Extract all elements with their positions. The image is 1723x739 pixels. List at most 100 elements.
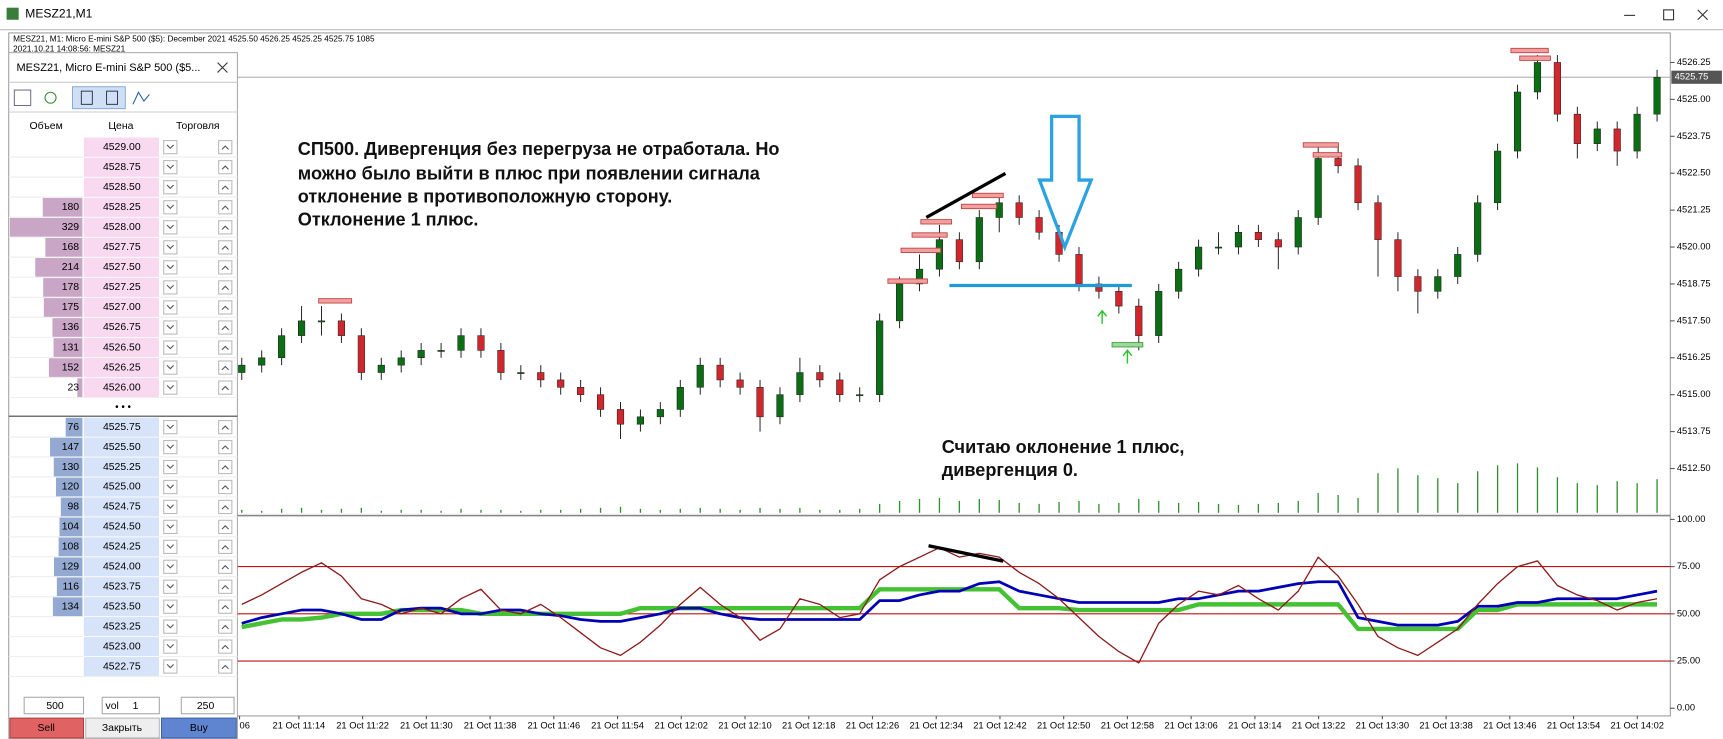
sell-limit-button[interactable] [163, 200, 178, 215]
sell-limit-button[interactable] [163, 320, 178, 335]
sell-limit-button[interactable] [163, 559, 178, 574]
toolbar-button[interactable] [80, 90, 93, 105]
toolbar-toggle[interactable] [72, 86, 126, 110]
buy-limit-button[interactable] [218, 220, 233, 235]
sell-limit-button[interactable] [163, 360, 178, 375]
price: 4526.00 [103, 382, 141, 393]
sell-limit-button[interactable] [163, 180, 178, 195]
toolbar-button[interactable] [106, 90, 119, 105]
candle-body [1553, 62, 1561, 115]
sell-limit-button[interactable] [163, 220, 178, 235]
close-button[interactable] [1697, 9, 1709, 21]
candle-body [1334, 158, 1342, 167]
y-tick-label: 75.00 [1677, 561, 1700, 571]
chevron [221, 664, 229, 670]
buy-limit-button[interactable] [218, 340, 233, 355]
buy-limit-button[interactable] [218, 300, 233, 315]
volume: 180 [62, 202, 80, 213]
buy-limit-button[interactable] [218, 579, 233, 594]
buy-limit-button[interactable] [218, 240, 233, 255]
volume-bar [1098, 503, 1100, 513]
buy-limit-button[interactable] [218, 519, 233, 535]
buy-button[interactable] [160, 717, 237, 739]
x-tick-label: 21 Oct 11:54 [591, 720, 644, 730]
buy-limit-button[interactable] [218, 140, 233, 155]
buy-limit-button[interactable] [218, 380, 233, 395]
y-tick-label: 50.00 [1677, 608, 1700, 618]
sell-limit-button[interactable] [163, 340, 178, 355]
sell-limit-button[interactable] [163, 380, 178, 395]
candle-body [517, 372, 525, 374]
volume-bar [819, 509, 821, 513]
chevron [166, 184, 175, 190]
chevron [166, 344, 175, 350]
sell-limit-button[interactable] [163, 140, 178, 155]
buy-limit-button[interactable] [218, 420, 233, 435]
sell-limit-button[interactable] [163, 579, 178, 594]
volume-bar [420, 509, 422, 513]
sell-limit-button[interactable] [163, 280, 178, 295]
candle-body [756, 387, 764, 418]
chevron [166, 624, 175, 629]
sell-limit-button[interactable] [163, 659, 178, 674]
buy-limit-button[interactable] [218, 559, 233, 574]
volume: 129 [62, 562, 80, 573]
chevron [221, 365, 229, 371]
volume-bar [65, 417, 83, 437]
quantity-input[interactable] [23, 696, 85, 715]
toolbar-button[interactable] [132, 91, 150, 105]
buy-limit-button[interactable] [218, 639, 233, 654]
volume-bar [35, 258, 83, 277]
last-price-box [1671, 70, 1722, 84]
sell-limit-button[interactable] [163, 639, 178, 654]
volume-input[interactable] [101, 696, 160, 715]
sell-limit-button[interactable] [163, 519, 178, 535]
maximize-button[interactable] [1663, 9, 1675, 21]
buy-limit-button[interactable] [218, 320, 233, 335]
sell-limit-button[interactable] [163, 439, 178, 455]
sell-limit-button[interactable] [163, 479, 178, 495]
buy-limit-button[interactable] [218, 459, 233, 475]
buy-limit-button[interactable] [218, 659, 233, 674]
panel-title: MESZ21, Micro E-mini S&P 500 ($5... [16, 62, 200, 74]
chevron [166, 464, 175, 469]
sell-limit-button[interactable] [163, 260, 178, 275]
toolbar-button[interactable] [13, 89, 32, 106]
sell-limit-button[interactable] [163, 539, 178, 554]
buy-limit-button[interactable] [218, 539, 233, 554]
candle-body [1513, 91, 1522, 152]
sell-limit-button[interactable] [163, 459, 178, 475]
buy-limit-button[interactable] [218, 499, 233, 515]
candle-body [676, 387, 684, 410]
sell-limit-button[interactable] [163, 420, 178, 435]
close-position-button[interactable] [85, 717, 160, 739]
buy-limit-button[interactable] [218, 599, 233, 614]
sell-limit-button[interactable] [163, 300, 178, 315]
buy-limit-button[interactable] [218, 260, 233, 275]
buy-limit-button[interactable] [218, 180, 233, 195]
sell-limit-button[interactable] [163, 240, 178, 255]
signal-arrow [1122, 349, 1133, 364]
buy-limit-button[interactable] [218, 280, 233, 295]
chevron [221, 385, 229, 391]
panel-close[interactable] [217, 62, 228, 73]
buy-limit-button[interactable] [218, 200, 233, 215]
buy-limit-button[interactable] [218, 360, 233, 375]
app-icon [6, 7, 19, 20]
candle-body [1234, 231, 1243, 248]
buy-limit-button[interactable] [218, 160, 233, 175]
chevron [221, 644, 229, 650]
volume-bar [859, 508, 861, 513]
buy-limit-button[interactable] [218, 439, 233, 455]
sell-button[interactable] [9, 717, 85, 739]
price: 4525.25 [103, 462, 141, 473]
sell-limit-button[interactable] [163, 499, 178, 515]
sell-limit-button[interactable] [163, 599, 178, 614]
buy-limit-button[interactable] [218, 619, 233, 634]
sell-limit-button[interactable] [163, 619, 178, 634]
toolbar-button[interactable] [44, 91, 57, 104]
sell-limit-button[interactable] [163, 160, 178, 175]
buy-limit-button[interactable] [218, 479, 233, 495]
step-input[interactable] [180, 696, 235, 715]
